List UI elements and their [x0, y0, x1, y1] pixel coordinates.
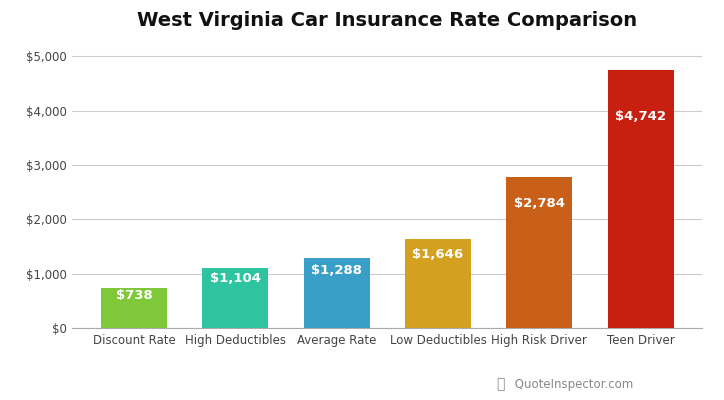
Text: $2,784: $2,784: [514, 198, 565, 210]
Text: $1,288: $1,288: [311, 264, 362, 277]
Text: $4,742: $4,742: [615, 110, 666, 123]
Bar: [203, 268, 269, 328]
Text: $738: $738: [116, 289, 152, 302]
Text: QuoteInspector.com: QuoteInspector.com: [511, 378, 634, 391]
Text: $1,104: $1,104: [210, 272, 261, 285]
Text: $1,646: $1,646: [413, 248, 463, 261]
Bar: [405, 238, 471, 328]
Text: Ⓢ: Ⓢ: [496, 377, 505, 391]
Bar: [506, 177, 572, 328]
Bar: [304, 258, 370, 328]
Bar: [101, 288, 167, 328]
Bar: [607, 70, 673, 328]
Title: West Virginia Car Insurance Rate Comparison: West Virginia Car Insurance Rate Compari…: [138, 11, 637, 30]
